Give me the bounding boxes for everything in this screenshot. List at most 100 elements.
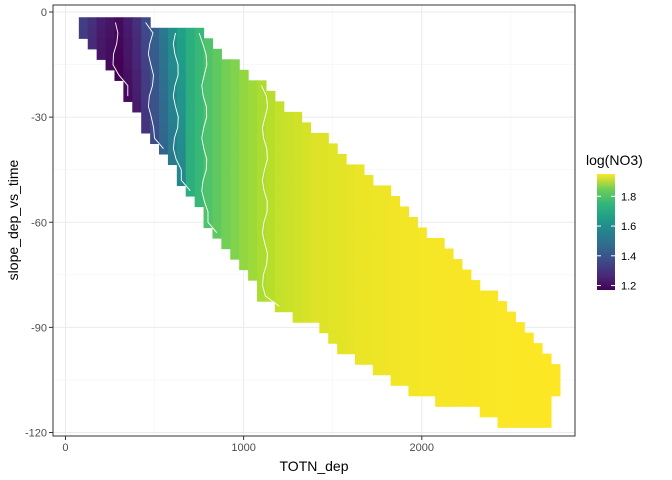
heatmap-tile — [417, 385, 427, 397]
heatmap-tile — [506, 311, 516, 323]
heatmap-tile — [435, 353, 445, 365]
heatmap-tile — [230, 111, 240, 123]
heatmap-tile — [408, 364, 418, 376]
heatmap-tile — [265, 143, 276, 155]
heatmap-tile — [292, 217, 303, 229]
heatmap-tile — [212, 164, 222, 176]
heatmap-tile — [444, 374, 454, 386]
heatmap-tile — [550, 385, 561, 397]
heatmap-tile — [381, 301, 392, 313]
heatmap-tile — [417, 269, 427, 281]
heatmap-tile — [381, 290, 392, 302]
heatmap-tile — [265, 290, 276, 302]
heatmap-tile — [354, 269, 365, 281]
heatmap-tile — [123, 27, 133, 39]
heatmap-tile — [167, 101, 178, 113]
heatmap-tile — [426, 259, 436, 271]
heatmap-tile — [444, 269, 454, 281]
heatmap-tile — [408, 280, 418, 292]
heatmap-tile — [470, 364, 481, 376]
heatmap-tile — [524, 353, 534, 365]
heatmap-tile — [399, 374, 410, 386]
y-tick-label: -30 — [31, 112, 47, 124]
heatmap-tile — [265, 238, 276, 250]
heatmap-tile — [363, 248, 374, 260]
heatmap-tile — [194, 111, 205, 123]
heatmap-tile — [265, 217, 276, 229]
heatmap-tile — [515, 374, 525, 386]
heatmap-tile — [381, 364, 392, 376]
heatmap-tile — [248, 132, 258, 145]
heatmap-tile — [461, 353, 472, 365]
heatmap-tile — [212, 185, 222, 197]
heatmap-tile — [346, 269, 356, 281]
heatmap-tile — [417, 311, 427, 323]
heatmap-tile — [506, 322, 516, 334]
x-tick-label: 2000 — [410, 442, 434, 454]
heatmap-tile — [123, 38, 133, 50]
heatmap-tile — [542, 353, 552, 365]
heatmap-tile — [274, 185, 285, 197]
heatmap-tile — [185, 132, 196, 145]
heatmap-tile — [328, 322, 338, 334]
heatmap-tile — [381, 259, 392, 271]
heatmap-tile — [444, 395, 454, 407]
heatmap-tile — [399, 259, 410, 271]
heatmap-tile — [292, 143, 303, 155]
heatmap-tile — [283, 206, 294, 218]
heatmap-tile — [114, 27, 124, 39]
heatmap-tile — [363, 174, 374, 187]
heatmap-tile — [256, 185, 267, 197]
heatmap-tile — [185, 174, 196, 187]
heatmap-tile — [354, 290, 365, 302]
heatmap-tile — [417, 343, 427, 355]
heatmap-tile — [417, 259, 427, 271]
heatmap-tile — [203, 153, 214, 166]
heatmap-tile — [167, 80, 178, 92]
heatmap-tile — [265, 101, 276, 113]
heatmap-tile — [390, 248, 401, 260]
heatmap-tile — [265, 269, 276, 281]
heatmap-tile — [203, 101, 214, 113]
heatmap-tile — [301, 227, 312, 239]
contour-line — [172, 32, 191, 191]
heatmap-tile — [159, 101, 169, 113]
legend-tick-label: 1.2 — [621, 281, 636, 293]
heatmap-tile — [239, 227, 249, 239]
heatmap-tile — [301, 132, 312, 145]
heatmap-tile — [452, 353, 463, 365]
heatmap-tile — [274, 174, 285, 187]
heatmap-tile — [444, 290, 454, 302]
heatmap-tile — [265, 227, 276, 239]
heatmap-tile — [363, 332, 374, 344]
heatmap-tile — [221, 238, 231, 250]
heatmap-tile — [363, 322, 374, 334]
heatmap-tile — [408, 343, 418, 355]
heatmap-tile — [265, 259, 276, 271]
heatmap-tile — [381, 269, 392, 281]
heatmap-tile — [159, 132, 169, 145]
heatmap-tile — [230, 69, 240, 81]
heatmap-tile — [488, 311, 499, 323]
heatmap-tile — [185, 111, 196, 123]
heatmap-tile — [185, 185, 196, 197]
heatmap-tile — [292, 111, 303, 123]
heatmap-tile — [488, 290, 499, 302]
heatmap-tile — [283, 217, 294, 229]
heatmap-tile — [230, 132, 240, 145]
heatmap-tile — [390, 343, 401, 355]
heatmap-tile — [328, 153, 338, 166]
heatmap-tile — [319, 280, 329, 292]
heatmap-tile — [185, 164, 196, 176]
heatmap-tile — [337, 248, 347, 260]
heatmap-tile — [435, 332, 445, 344]
heatmap-tile — [337, 227, 347, 239]
heatmap-tile — [248, 122, 258, 134]
heatmap-tile — [354, 164, 365, 176]
heatmap-tile — [461, 322, 472, 334]
heatmap-tile — [328, 280, 338, 292]
heatmap-tile — [203, 185, 214, 197]
heatmap-tile — [203, 111, 214, 123]
heatmap-tile — [159, 143, 169, 155]
heatmap-tile — [292, 153, 303, 166]
